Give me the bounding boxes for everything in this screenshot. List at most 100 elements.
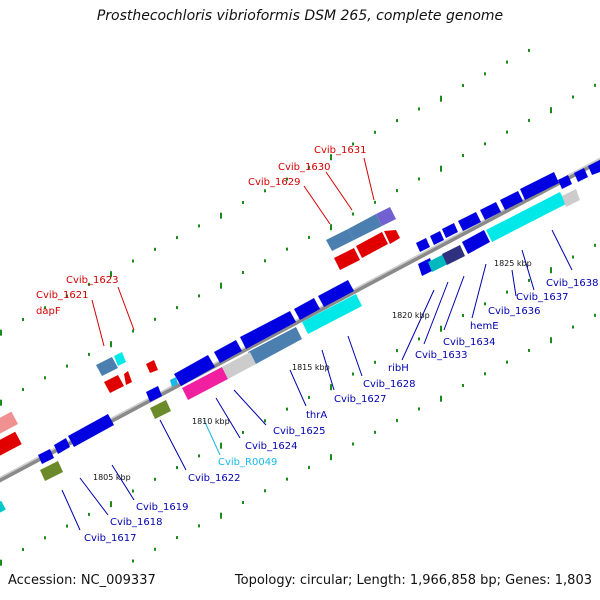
gene-label[interactable]: Cvib_1633 — [415, 350, 467, 361]
scale-dots — [0, 48, 596, 566]
scale-tick — [88, 352, 90, 356]
gene-label[interactable]: Cvib_1623 — [66, 275, 118, 286]
gene-arrow[interactable] — [574, 168, 588, 182]
leader-lines-blue — [61, 229, 573, 531]
gene-arrow[interactable] — [458, 212, 481, 231]
gene-feature[interactable] — [124, 371, 132, 385]
gene-label[interactable]: Cvib_1618 — [110, 517, 162, 528]
gene-feature[interactable] — [0, 411, 18, 435]
scale-tick — [242, 271, 244, 274]
gene-label[interactable]: Cvib_1625 — [273, 426, 325, 437]
gene-label[interactable]: Cvib_1619 — [136, 502, 188, 513]
gene-feature[interactable] — [150, 400, 171, 419]
gene-label[interactable]: Cvib_1631 — [314, 145, 366, 156]
gene-label[interactable]: Cvib_1636 — [488, 306, 540, 317]
scale-tick — [110, 341, 112, 348]
scale-tick — [572, 95, 574, 99]
scale-tick — [264, 189, 266, 193]
scale-tick — [286, 407, 288, 411]
scale-tick — [484, 372, 486, 376]
gene-label[interactable]: Cvib_1634 — [443, 337, 495, 348]
gene-arrow[interactable] — [442, 223, 458, 238]
gene-feature[interactable] — [182, 367, 228, 400]
gene-arrow[interactable] — [146, 386, 162, 402]
gene-feature[interactable] — [146, 360, 158, 373]
gene-feature[interactable] — [0, 431, 22, 457]
gene-label[interactable]: Cvib_1637 — [516, 292, 568, 303]
gene-label[interactable]: Cvib_1638 — [546, 278, 598, 289]
scale-tick — [88, 512, 90, 516]
gene-feature[interactable] — [96, 357, 118, 376]
gene-feature[interactable] — [114, 352, 126, 366]
gene-feature[interactable] — [248, 327, 302, 365]
scale-tick — [220, 212, 222, 219]
gene-arrow[interactable] — [38, 449, 54, 464]
scale-tick — [44, 536, 46, 540]
gene-feature[interactable] — [334, 248, 360, 270]
scale-tick — [22, 387, 24, 391]
gene-feature[interactable] — [170, 377, 178, 387]
gene-arrow[interactable] — [462, 230, 490, 254]
scale-tick — [242, 501, 244, 504]
gene-label[interactable]: Cvib_1622 — [188, 473, 240, 484]
gene-arrow[interactable] — [240, 311, 296, 349]
scale-tick — [396, 189, 398, 193]
gene-arrow[interactable] — [68, 414, 114, 447]
scale-tick — [594, 313, 596, 317]
scale-tick — [110, 271, 112, 278]
gene-feature[interactable] — [376, 207, 396, 226]
scale-tick — [110, 501, 112, 508]
scale-tick — [242, 431, 244, 434]
gene-feature[interactable] — [562, 189, 580, 207]
gene-label[interactable]: Cvib_1617 — [84, 533, 136, 544]
gene-feature[interactable] — [104, 375, 124, 393]
gene-label[interactable]: hemE — [470, 321, 499, 332]
gene-label[interactable]: dapF — [36, 306, 61, 317]
gene-arrow[interactable] — [588, 160, 600, 175]
gene-feature[interactable] — [0, 500, 6, 515]
scale-tick — [286, 477, 288, 481]
scale-tick — [550, 267, 552, 274]
scale-tick — [572, 255, 574, 259]
gene-label[interactable]: Cvib_1621 — [36, 290, 88, 301]
scale-tick — [374, 200, 376, 204]
gene-arrow[interactable] — [54, 438, 70, 454]
gene-arrow[interactable] — [500, 191, 523, 210]
scale-tick — [242, 201, 244, 204]
gene-feature[interactable] — [326, 229, 354, 251]
gene-arrow[interactable] — [318, 280, 354, 307]
gene-label[interactable]: Cvib_1624 — [245, 441, 297, 452]
gene-feature[interactable] — [384, 230, 400, 244]
gene-arrow[interactable] — [480, 202, 501, 220]
gene-feature[interactable] — [348, 214, 382, 240]
gene-arrow[interactable] — [430, 231, 444, 245]
scale-tick — [220, 282, 222, 289]
gene-feature[interactable] — [302, 294, 362, 334]
scale-tick — [506, 60, 508, 64]
gene-label[interactable]: Cvib_1630 — [278, 162, 330, 173]
scale-tick — [0, 329, 2, 336]
gene-feature[interactable] — [356, 232, 388, 258]
gene-label[interactable]: Cvib_1628 — [363, 379, 415, 390]
gene-label[interactable]: thrA — [306, 410, 327, 421]
scale-tick — [594, 83, 596, 87]
gene-feature[interactable] — [428, 254, 448, 272]
gene-label[interactable]: ribH — [388, 363, 409, 374]
gene-arrow[interactable] — [214, 340, 242, 363]
scale-tick — [44, 306, 46, 310]
gene-arrow[interactable] — [294, 298, 320, 320]
scale-tick — [286, 177, 288, 181]
gene-label[interactable]: Cvib_R0049 — [218, 457, 277, 468]
gene-feature[interactable] — [442, 245, 465, 265]
gene-arrow[interactable] — [416, 238, 430, 252]
scale-tick — [220, 442, 222, 449]
gene-feature[interactable] — [486, 192, 566, 242]
gene-feature[interactable] — [222, 352, 256, 379]
gene-arrow[interactable] — [520, 172, 559, 200]
scale-tick — [396, 419, 398, 423]
gene-label[interactable]: Cvib_1627 — [334, 394, 386, 405]
gene-feature[interactable] — [40, 461, 63, 481]
gene-arrow[interactable] — [174, 355, 215, 386]
gene-label[interactable]: Cvib_1629 — [248, 177, 300, 188]
gene-arrow[interactable] — [558, 175, 572, 189]
